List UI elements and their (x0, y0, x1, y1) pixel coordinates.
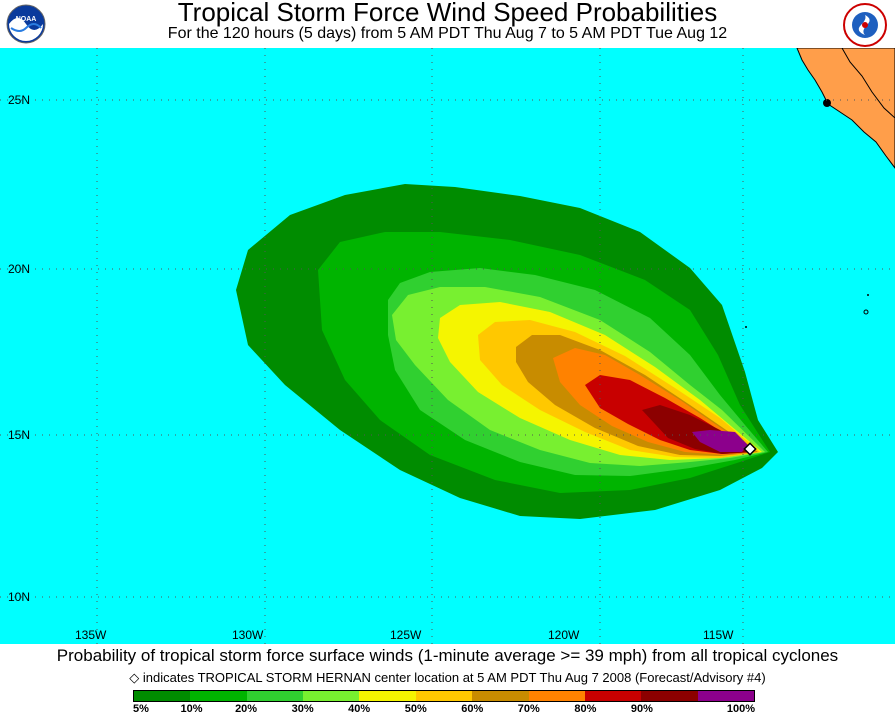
legend-swatch-20 (246, 691, 304, 701)
legend-swatch-60 (472, 691, 529, 701)
legend-swatch-50 (415, 691, 473, 701)
legend-label-100: 100% (726, 703, 756, 715)
lat-label-20n: 20N (8, 262, 31, 276)
lon-label-135w: 135W (75, 628, 107, 642)
legend-label-10: 10% (180, 703, 203, 715)
legend-swatch-30 (303, 691, 360, 701)
svg-text:NOAA: NOAA (16, 16, 37, 23)
legend-label-60: 60% (461, 703, 484, 715)
probability-map (0, 48, 895, 644)
legend-swatch-70 (528, 691, 585, 701)
legend-swatch-40 (359, 691, 416, 701)
page-title: Tropical Storm Force Wind Speed Probabil… (177, 0, 718, 27)
legend-label-20: 20% (235, 703, 258, 715)
noaa-logo-icon: NOAA (6, 4, 46, 44)
legend-swatch-90 (641, 691, 698, 701)
legend-swatch-80 (584, 691, 642, 701)
legend-label-30: 30% (291, 703, 314, 715)
legend-label-90: 90% (630, 703, 653, 715)
island-revillagigedo (863, 309, 869, 315)
header: NOAA Tropical Storm Force Wind Speed Pro… (0, 0, 895, 48)
nws-logo-icon (843, 3, 887, 47)
lon-label-125w: 125W (390, 628, 422, 642)
map-caption: Probability of tropical storm force surf… (56, 646, 839, 665)
legend-color-bar (133, 690, 755, 702)
legend-swatch-5 (134, 691, 191, 701)
storm-center-note-text: indicates TROPICAL STORM HERNAN center l… (142, 670, 766, 685)
legend-label-5: 5% (133, 703, 149, 715)
island (823, 99, 831, 107)
land-mainland (841, 48, 895, 119)
lat-label-10n: 10N (8, 590, 31, 604)
page-subtitle: For the 120 hours (5 days) from 5 AM PDT… (167, 25, 728, 42)
legend-label-40: 40% (348, 703, 371, 715)
map-canvas (0, 48, 895, 644)
prob-band-100 (692, 430, 748, 452)
legend-label-80: 80% (574, 703, 597, 715)
legend-label-50: 50% (404, 703, 427, 715)
lon-label-130w: 130W (232, 628, 264, 642)
island-clarion (745, 326, 747, 328)
storm-center-note: ◇ indicates TROPICAL STORM HERNAN center… (0, 670, 895, 686)
diamond-icon: ◇ (129, 670, 140, 685)
lon-label-120w: 120W (548, 628, 580, 642)
legend-label-70: 70% (517, 703, 540, 715)
lon-label-115w: 115W (703, 628, 734, 642)
legend-swatch-10 (190, 691, 247, 701)
island-small (867, 294, 869, 296)
legend-swatch-100 (697, 691, 754, 701)
lat-label-15n: 15N (8, 428, 31, 442)
storm-center-marker-icon (743, 442, 757, 456)
lat-label-25n: 25N (8, 93, 31, 107)
